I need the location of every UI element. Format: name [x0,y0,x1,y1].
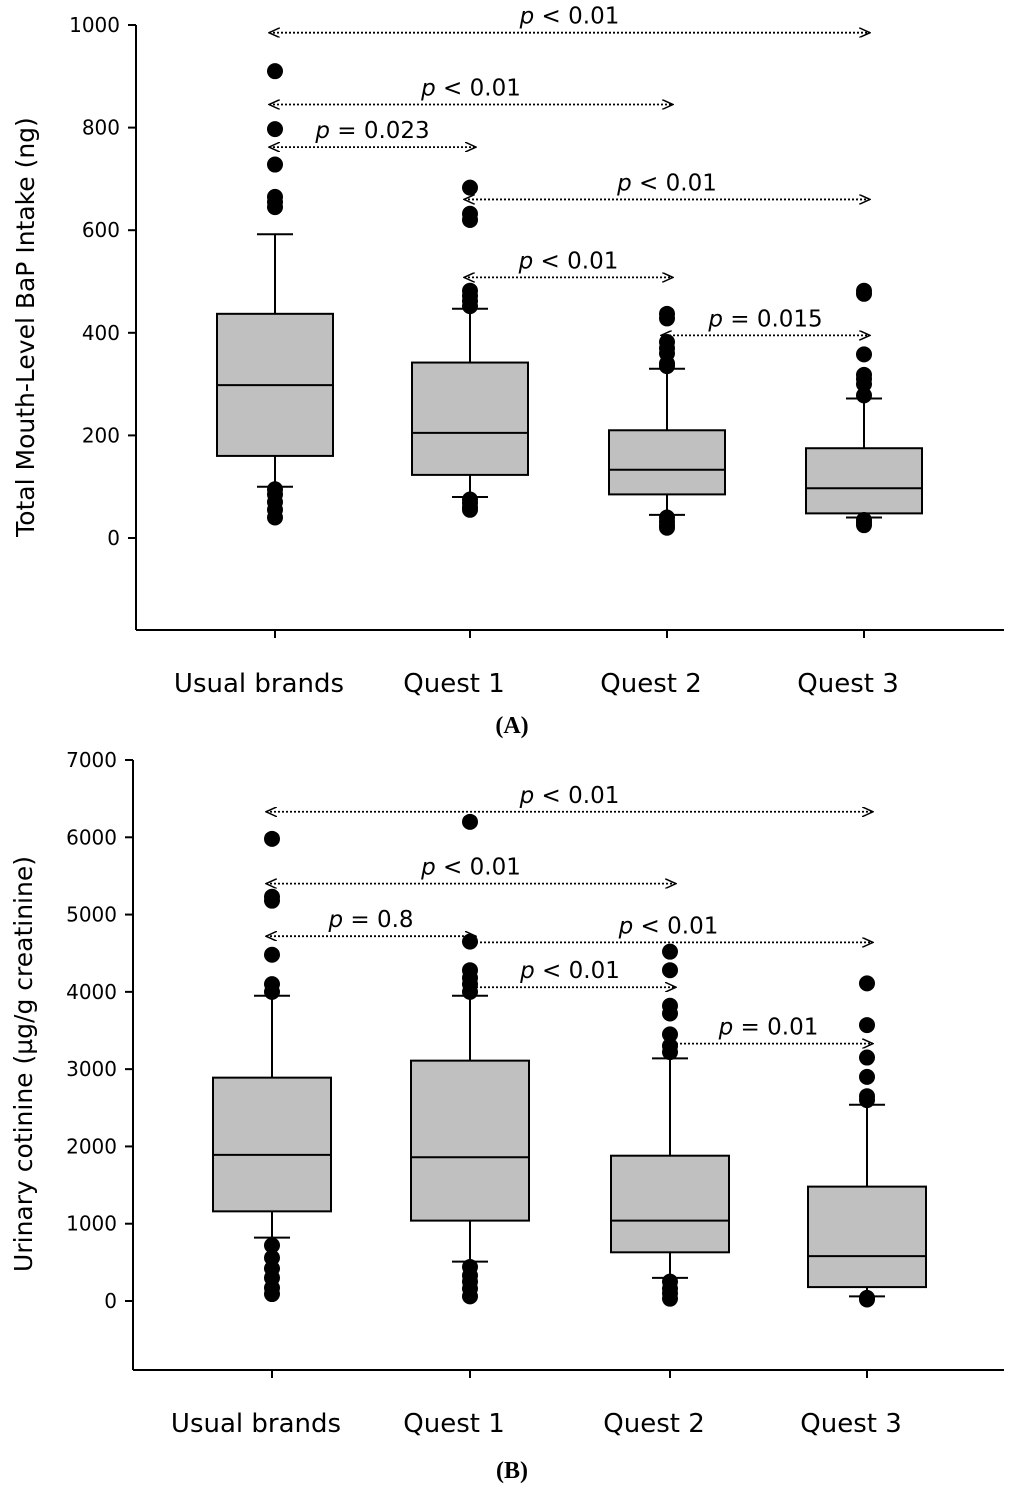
panel-b-box-group [212,830,332,1303]
panel-a-outlier-point [267,121,283,138]
panel-b-outlier-point [859,1068,875,1085]
panel-a-outlier-point [462,298,478,315]
panel-b-outlier-point [859,975,875,992]
panel-b-outlier-point [264,1286,280,1303]
panel-a-outlier-point [462,179,478,196]
panel-b-panel-label: (B) [496,1458,528,1484]
panel-a-y-tick-label: 400 [82,321,120,345]
panel-b-p-value-label: p = 0.01 [718,1015,819,1041]
panel-a-outlier-point [659,358,675,375]
panel-a-box [411,361,529,476]
panel-a-p-value-label: p < 0.01 [518,248,619,274]
panel-b-y-tick-label: 2000 [66,1134,117,1158]
panel-a-outlier-point [267,199,283,216]
panel-a-outlier-point [856,376,872,393]
panel-b-y-tick-label: 1000 [66,1212,117,1236]
panel-a-outlier-point [856,285,872,302]
panel-a-outlier-point [856,346,872,363]
panel-b-y-tick-label: 0 [104,1289,117,1313]
panel-a-outlier-point [856,387,872,404]
panel-b-box-group [807,975,927,1308]
panel-a-p-value-label: p = 0.015 [707,306,822,332]
panel-b-outlier-point [662,1290,678,1307]
panel-a-y-axis-title: Total Mouth-Level BaP Intake (ng) [11,117,40,538]
panel-b-y-tick-label: 6000 [66,825,117,849]
panel-b-p-value-label: p < 0.01 [519,783,620,809]
panel-a-y-tick-label: 800 [82,116,120,140]
panel-b-outlier-point [264,892,280,909]
panel-a-outlier-point [856,517,872,534]
panel-a-outlier-point [462,211,478,228]
panel-b-category-label: Quest 3 [800,1409,902,1439]
panel-b-outlier-point [662,962,678,979]
panel-b-box [807,1185,927,1289]
panel-b-outlier-point [264,946,280,963]
panel-b-y-tick-label: 7000 [66,748,117,772]
panel-a-box-group [216,63,334,526]
panel-b-category-label: Quest 2 [603,1409,705,1439]
panel-b-box-group [610,943,730,1307]
panel-b-y-tick-label: 4000 [66,980,117,1004]
panel-a-category-label: Quest 1 [403,669,505,699]
panel-a-outlier-point [659,519,675,536]
panel-a-category-label: Usual brands [174,669,344,699]
panel-a-category-label: Quest 3 [797,669,899,699]
panel-b-p-value-label: p < 0.01 [420,855,521,881]
panel-a-box-group [608,305,726,536]
panel-a-outlier-point [659,310,675,327]
panel-b-outlier-point [859,1049,875,1066]
panel-a-category-label: Quest 2 [600,669,702,699]
panel-b-outlier-point [264,830,280,847]
panel-b-outlier-point [662,1005,678,1022]
panel-b-outlier-point [859,1017,875,1034]
panel-a-chart: 0 200 400 600 800 1000 Total Mouth-Level BaP I… [11,4,1004,739]
panel-b-outlier-point [264,1237,280,1254]
panel-b-box [410,1059,530,1222]
panel-b-outlier-point [462,983,478,1000]
panel-b-box [610,1154,730,1254]
panel-b-box [212,1076,332,1213]
panel-b-y-tick-label: 3000 [66,1057,117,1081]
panel-b-p-value-label: p = 0.8 [327,907,413,933]
panel-b-category-label: Usual brands [171,1409,341,1439]
panel-a-outlier-point [462,501,478,518]
panel-b-outlier-point [859,1092,875,1109]
panel-a-y-tick-label: 0 [107,526,120,550]
panel-b-outlier-point [662,1044,678,1061]
panel-a-outlier-point [267,63,283,80]
panel-a-y-tick-label: 200 [82,423,120,447]
panel-a-outlier-point [267,509,283,526]
panel-b-y-axis-title: Urinary cotinine (µg/g creatinine) [9,856,38,1272]
panel-b-outlier-point [859,1291,875,1308]
panel-a-outlier-point [267,156,283,173]
panel-a-box [805,447,923,515]
panel-a-p-value-label: p = 0.023 [314,118,429,144]
panel-b-y-tick-label: 5000 [66,903,117,927]
panel-b-category-label: Quest 1 [403,1409,505,1439]
panel-b-outlier-point [662,1026,678,1043]
panel-b-box-group [410,813,530,1305]
panel-b-outlier-point [462,1288,478,1305]
panel-b-outlier-point [264,983,280,1000]
panel-a-p-value-label: p < 0.01 [616,170,717,196]
panel-b-p-value-label: p < 0.01 [618,913,719,939]
panel-a-box-group [411,179,529,518]
panel-a-box-group [805,282,923,534]
panel-b-p-value-label: p < 0.01 [519,958,620,984]
panel-a-box [608,429,726,496]
panel-a-p-value-label: p < 0.01 [519,4,620,30]
panel-b-outlier-point [662,943,678,960]
panel-a-p-value-label: p < 0.01 [420,76,521,102]
panel-b-chart: 0 1000 2000 3000 4000 5000 6000 7000 Urinary cot… [9,748,1004,1484]
panel-a-y-tick-label: 1000 [69,13,120,37]
panel-b-outlier-point [462,813,478,830]
panel-a-y-tick-label: 600 [82,218,120,242]
panel-a-panel-label: (A) [495,713,528,739]
